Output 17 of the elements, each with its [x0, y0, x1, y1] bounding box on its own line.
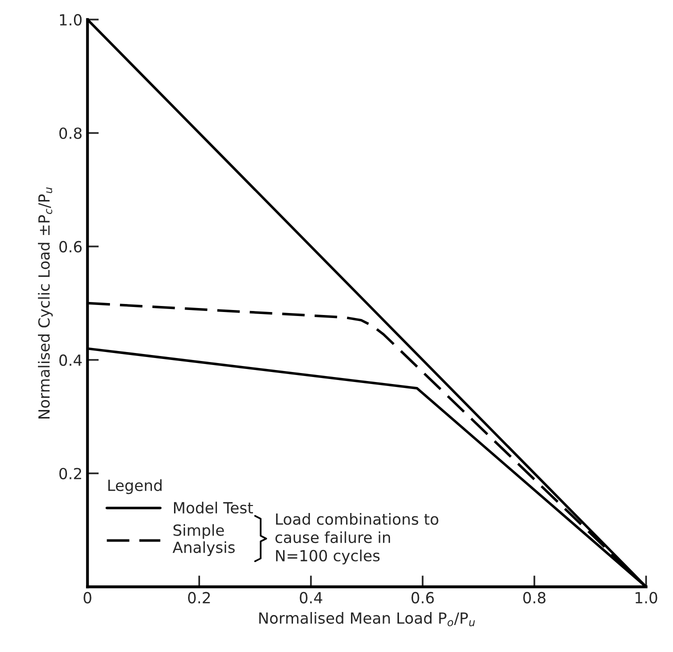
- legend-label: Model Test: [174, 502, 253, 514]
- x-axis-title: Normalised Mean Load P$_{o}$/P$_{u}$: [259, 612, 475, 626]
- y-tick-label: 1.0: [60, 14, 82, 26]
- legend-title: Legend: [108, 479, 162, 494]
- x-tick-label: 0.2: [188, 592, 210, 604]
- x-tick-label: 0.6: [412, 592, 434, 604]
- y-axis-title: Normalised Cyclic Load ±P$_{c}$/P$_{u}$: [38, 187, 53, 418]
- annotation: Load combinations to cause failure in N=100 cycles: [275, 513, 438, 564]
- legend-label: Simple Analysis: [172, 524, 235, 556]
- y-tick-label: 0.4: [59, 354, 82, 366]
- x-tick-label: 0.4: [300, 592, 322, 604]
- y-tick-label: 0.2: [59, 468, 82, 480]
- x-tick-label: 0.8: [523, 592, 546, 604]
- y-tick-label: 0.6: [59, 240, 82, 252]
- x-tick-label: 1.0: [636, 592, 658, 604]
- y-tick-label: 0.8: [59, 127, 82, 140]
- x-tick-label: 0: [84, 592, 92, 604]
